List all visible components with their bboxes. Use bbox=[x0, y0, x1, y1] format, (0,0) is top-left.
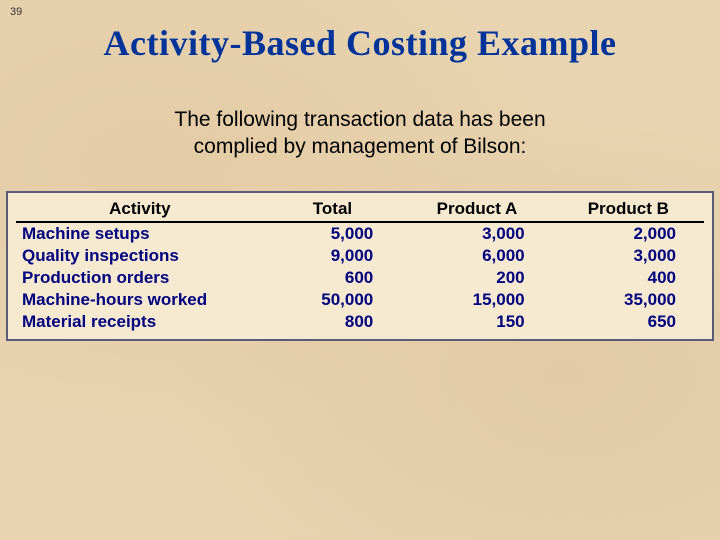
cell-product-a: 15,000 bbox=[401, 289, 552, 311]
slide-title: Activity-Based Costing Example bbox=[0, 0, 720, 64]
cell-total: 9,000 bbox=[264, 245, 402, 267]
cell-product-b: 2,000 bbox=[553, 222, 704, 245]
cell-activity: Quality inspections bbox=[16, 245, 264, 267]
cell-total: 5,000 bbox=[264, 222, 402, 245]
table-header-row: Activity Total Product A Product B bbox=[16, 197, 704, 222]
cell-activity: Machine setups bbox=[16, 222, 264, 245]
col-header-product-b: Product B bbox=[553, 197, 704, 222]
cell-product-b: 35,000 bbox=[553, 289, 704, 311]
activity-table: Activity Total Product A Product B Machi… bbox=[16, 197, 704, 333]
subtitle-line-2: complied by management of Bilson: bbox=[194, 135, 527, 158]
cell-product-b: 650 bbox=[553, 311, 704, 333]
cell-product-b: 400 bbox=[553, 267, 704, 289]
data-table-container: Activity Total Product A Product B Machi… bbox=[6, 191, 714, 341]
page-number: 39 bbox=[10, 6, 22, 18]
col-header-total: Total bbox=[264, 197, 402, 222]
cell-product-a: 6,000 bbox=[401, 245, 552, 267]
cell-total: 600 bbox=[264, 267, 402, 289]
cell-product-a: 3,000 bbox=[401, 222, 552, 245]
table-row: Material receipts 800 150 650 bbox=[16, 311, 704, 333]
cell-activity: Machine-hours worked bbox=[16, 289, 264, 311]
cell-product-b: 3,000 bbox=[553, 245, 704, 267]
table-row: Machine-hours worked 50,000 15,000 35,00… bbox=[16, 289, 704, 311]
table-row: Production orders 600 200 400 bbox=[16, 267, 704, 289]
slide-subtitle: The following transaction data has been … bbox=[0, 106, 720, 161]
cell-total: 50,000 bbox=[264, 289, 402, 311]
cell-activity: Material receipts bbox=[16, 311, 264, 333]
table-row: Quality inspections 9,000 6,000 3,000 bbox=[16, 245, 704, 267]
cell-product-a: 200 bbox=[401, 267, 552, 289]
col-header-product-a: Product A bbox=[401, 197, 552, 222]
cell-total: 800 bbox=[264, 311, 402, 333]
subtitle-line-1: The following transaction data has been bbox=[174, 108, 545, 131]
table-row: Machine setups 5,000 3,000 2,000 bbox=[16, 222, 704, 245]
cell-product-a: 150 bbox=[401, 311, 552, 333]
col-header-activity: Activity bbox=[16, 197, 264, 222]
cell-activity: Production orders bbox=[16, 267, 264, 289]
